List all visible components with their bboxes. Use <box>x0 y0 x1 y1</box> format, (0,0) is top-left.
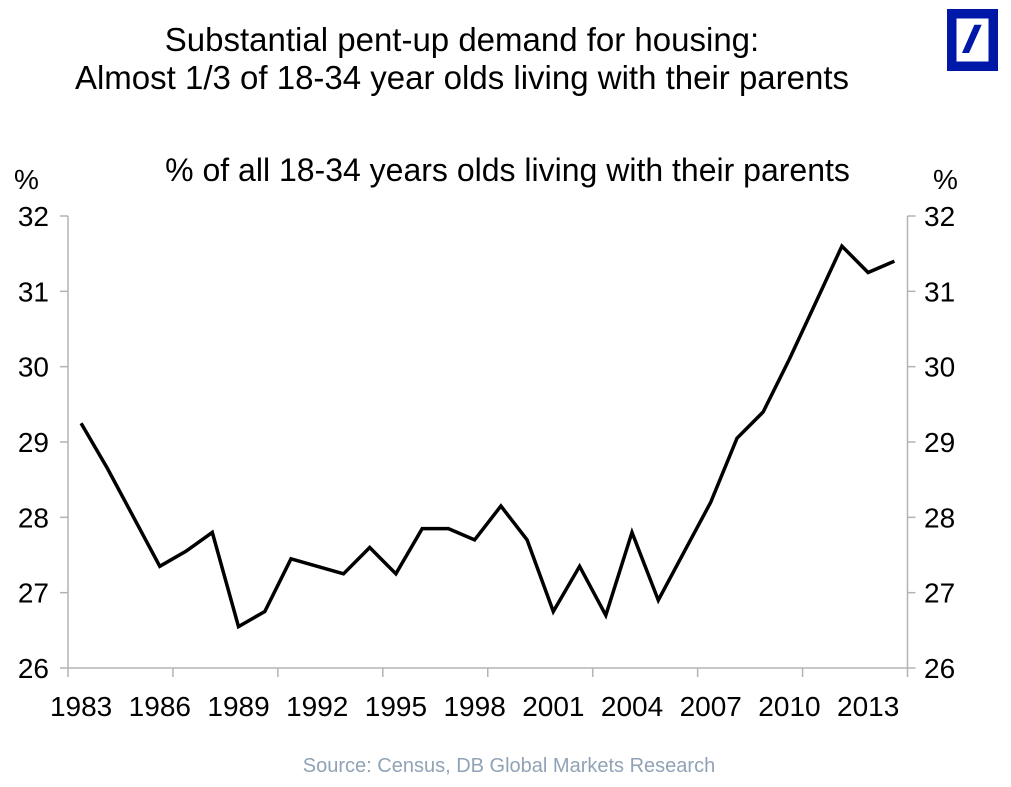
y-tick-label-left: 27 <box>18 578 49 609</box>
headline-line-2: Almost 1/3 of 18-34 year olds living wit… <box>74 59 850 96</box>
x-tick-label: 2004 <box>601 691 663 722</box>
y-tick-label-right: 30 <box>924 352 955 383</box>
x-tick-label: 1989 <box>207 691 269 722</box>
y-tick-label-right: 31 <box>924 276 955 307</box>
y-axis-unit-right: % <box>933 164 958 195</box>
y-tick-label-left: 29 <box>18 427 49 458</box>
source-note: Source: Census, DB Global Markets Resear… <box>302 755 716 777</box>
y-tick-label-left: 28 <box>18 502 49 533</box>
x-tick-label: 1983 <box>50 691 112 722</box>
x-tick-label: 1986 <box>129 691 191 722</box>
chart-title: % of all 18-34 years olds living with th… <box>165 152 850 188</box>
y-axis-unit-left: % <box>14 164 39 195</box>
headline-line-1: Substantial pent-up demand for housing: <box>164 21 760 58</box>
y-tick-label-right: 29 <box>924 427 955 458</box>
chart-headline: Substantial pent-up demand for housing: … <box>0 21 924 97</box>
x-tick-label: 1998 <box>443 691 505 722</box>
y-tick-label-left: 26 <box>18 653 49 684</box>
x-tick-label: 1992 <box>286 691 348 722</box>
x-tick-label: 2007 <box>680 691 742 722</box>
series-line <box>79 243 896 630</box>
y-tick-label-right: 28 <box>924 502 955 533</box>
x-tick-label: 2010 <box>758 691 820 722</box>
y-tick-label-left: 32 <box>18 201 49 232</box>
deutsche-bank-logo-icon <box>947 9 998 71</box>
x-tick-label: 2013 <box>837 691 899 722</box>
x-tick-label: 2001 <box>522 691 584 722</box>
y-tick-label-right: 26 <box>924 653 955 684</box>
y-tick-label-right: 27 <box>924 578 955 609</box>
y-tick-label-left: 30 <box>18 352 49 383</box>
x-tick-label: 1995 <box>365 691 427 722</box>
y-tick-label-right: 32 <box>924 201 955 232</box>
y-tick-label-left: 31 <box>18 276 49 307</box>
